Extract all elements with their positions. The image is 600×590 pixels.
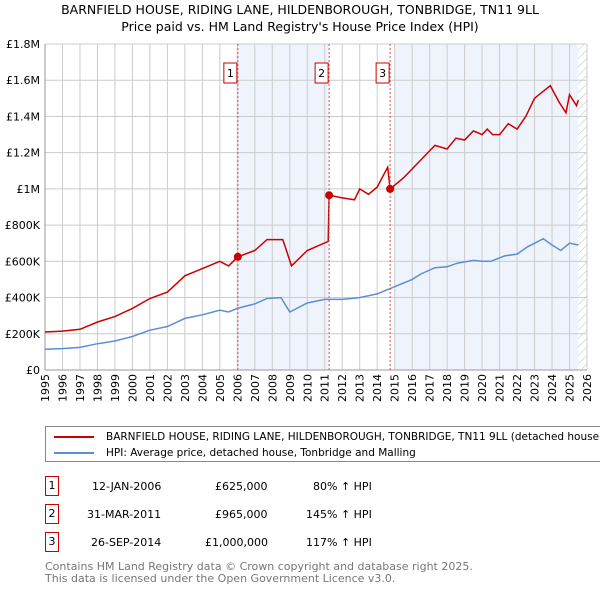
sale-date: 31-MAR-2011 — [87, 508, 162, 521]
legend-swatch-blue — [54, 452, 94, 454]
sale-marker-box — [375, 62, 390, 84]
footer-licence: This data is licensed under the Open Gov… — [45, 572, 396, 585]
x-tick-label: 2009 — [284, 374, 297, 402]
sale-hpi: 80% ↑ HPI — [313, 480, 372, 493]
legend-item-property: BARNFIELD HOUSE, RIDING LANE, HILDENBORO… — [54, 429, 600, 445]
y-tick-label: £1.2M — [6, 147, 40, 160]
sale-hpi: 145% ↑ HPI — [306, 508, 372, 521]
x-tick-label: 2012 — [336, 374, 349, 402]
sale-date: 12-JAN-2006 — [92, 480, 162, 493]
sale-point — [386, 184, 395, 193]
sale-badge: 3 — [45, 532, 59, 552]
x-tick-label: 2001 — [144, 374, 157, 402]
sale-marker-box — [314, 62, 329, 84]
x-tick-label: 2007 — [249, 374, 262, 402]
x-tick-label: 2017 — [424, 374, 437, 402]
x-tick-label: 2015 — [389, 374, 402, 402]
x-tick-label: 1998 — [91, 374, 104, 402]
sale-row: 3 26-SEP-2014 £1,000,000 117% ↑ HPI — [45, 532, 600, 552]
x-tick-label: 2016 — [406, 374, 419, 402]
chart-title: BARNFIELD HOUSE, RIDING LANE, HILDENBORO… — [61, 2, 539, 17]
x-tick-label: 2014 — [371, 374, 384, 402]
x-tick-label: 2002 — [161, 374, 174, 402]
y-tick-label: £1M — [17, 183, 41, 196]
sale-marker-box — [223, 62, 238, 84]
x-tick-label: 2024 — [546, 374, 559, 402]
x-tick-label: 2010 — [301, 374, 314, 402]
sale-price: £625,000 — [215, 480, 268, 493]
x-tick-label: 2003 — [179, 374, 192, 402]
sale-marker-label: 1 — [227, 67, 234, 80]
legend: BARNFIELD HOUSE, RIDING LANE, HILDENBORO… — [45, 426, 600, 462]
x-tick-label: 2026 — [581, 374, 594, 402]
sale-price: £1,000,000 — [205, 536, 268, 549]
x-tick-label: 2004 — [196, 374, 209, 402]
x-tick-label: 2000 — [126, 374, 139, 402]
x-tick-label: 2006 — [231, 374, 244, 402]
x-tick-label: 1996 — [56, 374, 69, 402]
legend-label: HPI: Average price, detached house, Tonb… — [106, 447, 416, 459]
sale-badge: 1 — [45, 476, 59, 496]
legend-item-hpi: HPI: Average price, detached house, Tonb… — [54, 445, 416, 461]
legend-label: BARNFIELD HOUSE, RIDING LANE, HILDENBORO… — [106, 431, 600, 443]
sale-point — [325, 191, 334, 200]
y-tick-label: £600K — [5, 255, 41, 268]
x-tick-label: 2021 — [494, 374, 507, 402]
y-tick-label: £200K — [5, 328, 41, 341]
y-tick-label: £1.8M — [6, 38, 40, 51]
shaded-region — [237, 44, 330, 370]
forecast-hatch — [578, 44, 587, 370]
chart-subtitle: Price paid vs. HM Land Registry's House … — [121, 19, 479, 34]
x-tick-label: 2005 — [214, 374, 227, 402]
y-tick-label: £1.4M — [6, 110, 40, 123]
sale-date: 26-SEP-2014 — [91, 536, 162, 549]
shaded-region — [394, 44, 579, 370]
y-tick-label: £1.6M — [6, 74, 40, 87]
x-tick-label: 2008 — [266, 374, 279, 402]
sale-row: 1 12-JAN-2006 £625,000 80% ↑ HPI — [45, 476, 600, 496]
footer-copyright: Contains HM Land Registry data © Crown c… — [45, 560, 473, 573]
series-line-hpi — [44, 237, 579, 350]
x-tick-label: 2013 — [354, 374, 367, 402]
sale-marker-label: 2 — [318, 67, 325, 80]
sale-marker-label: 3 — [379, 67, 386, 80]
x-tick-label: 1997 — [74, 374, 87, 402]
sale-badge: 2 — [45, 504, 59, 524]
y-tick-label: £400K — [5, 292, 41, 305]
series-line-property — [44, 84, 580, 333]
footer: Contains HM Land Registry data © Crown c… — [45, 561, 473, 585]
y-tick-label: £0 — [26, 364, 40, 377]
x-tick-label: 2025 — [564, 374, 577, 402]
price-chart: 1 2 3 1995 1996 1997 1998 1999 2000 2001 2002 2003 2… — [5, 38, 594, 402]
x-tick-label: 2019 — [459, 374, 472, 402]
x-tick-label: 1999 — [109, 374, 122, 402]
x-tick-label: 2020 — [476, 374, 489, 402]
x-tick-label: 1995 — [39, 374, 52, 402]
x-tick-label: 2011 — [319, 374, 332, 402]
x-tick-label: 2022 — [511, 374, 524, 402]
legend-swatch-red — [54, 436, 94, 438]
sale-price: £965,000 — [215, 508, 268, 521]
x-tick-label: 2018 — [441, 374, 454, 402]
sale-hpi: 117% ↑ HPI — [306, 536, 372, 549]
x-tick-label: 2023 — [529, 374, 542, 402]
y-tick-label: £800K — [5, 219, 41, 232]
sale-point — [233, 252, 242, 261]
sale-row: 2 31-MAR-2011 £965,000 145% ↑ HPI — [45, 504, 600, 524]
